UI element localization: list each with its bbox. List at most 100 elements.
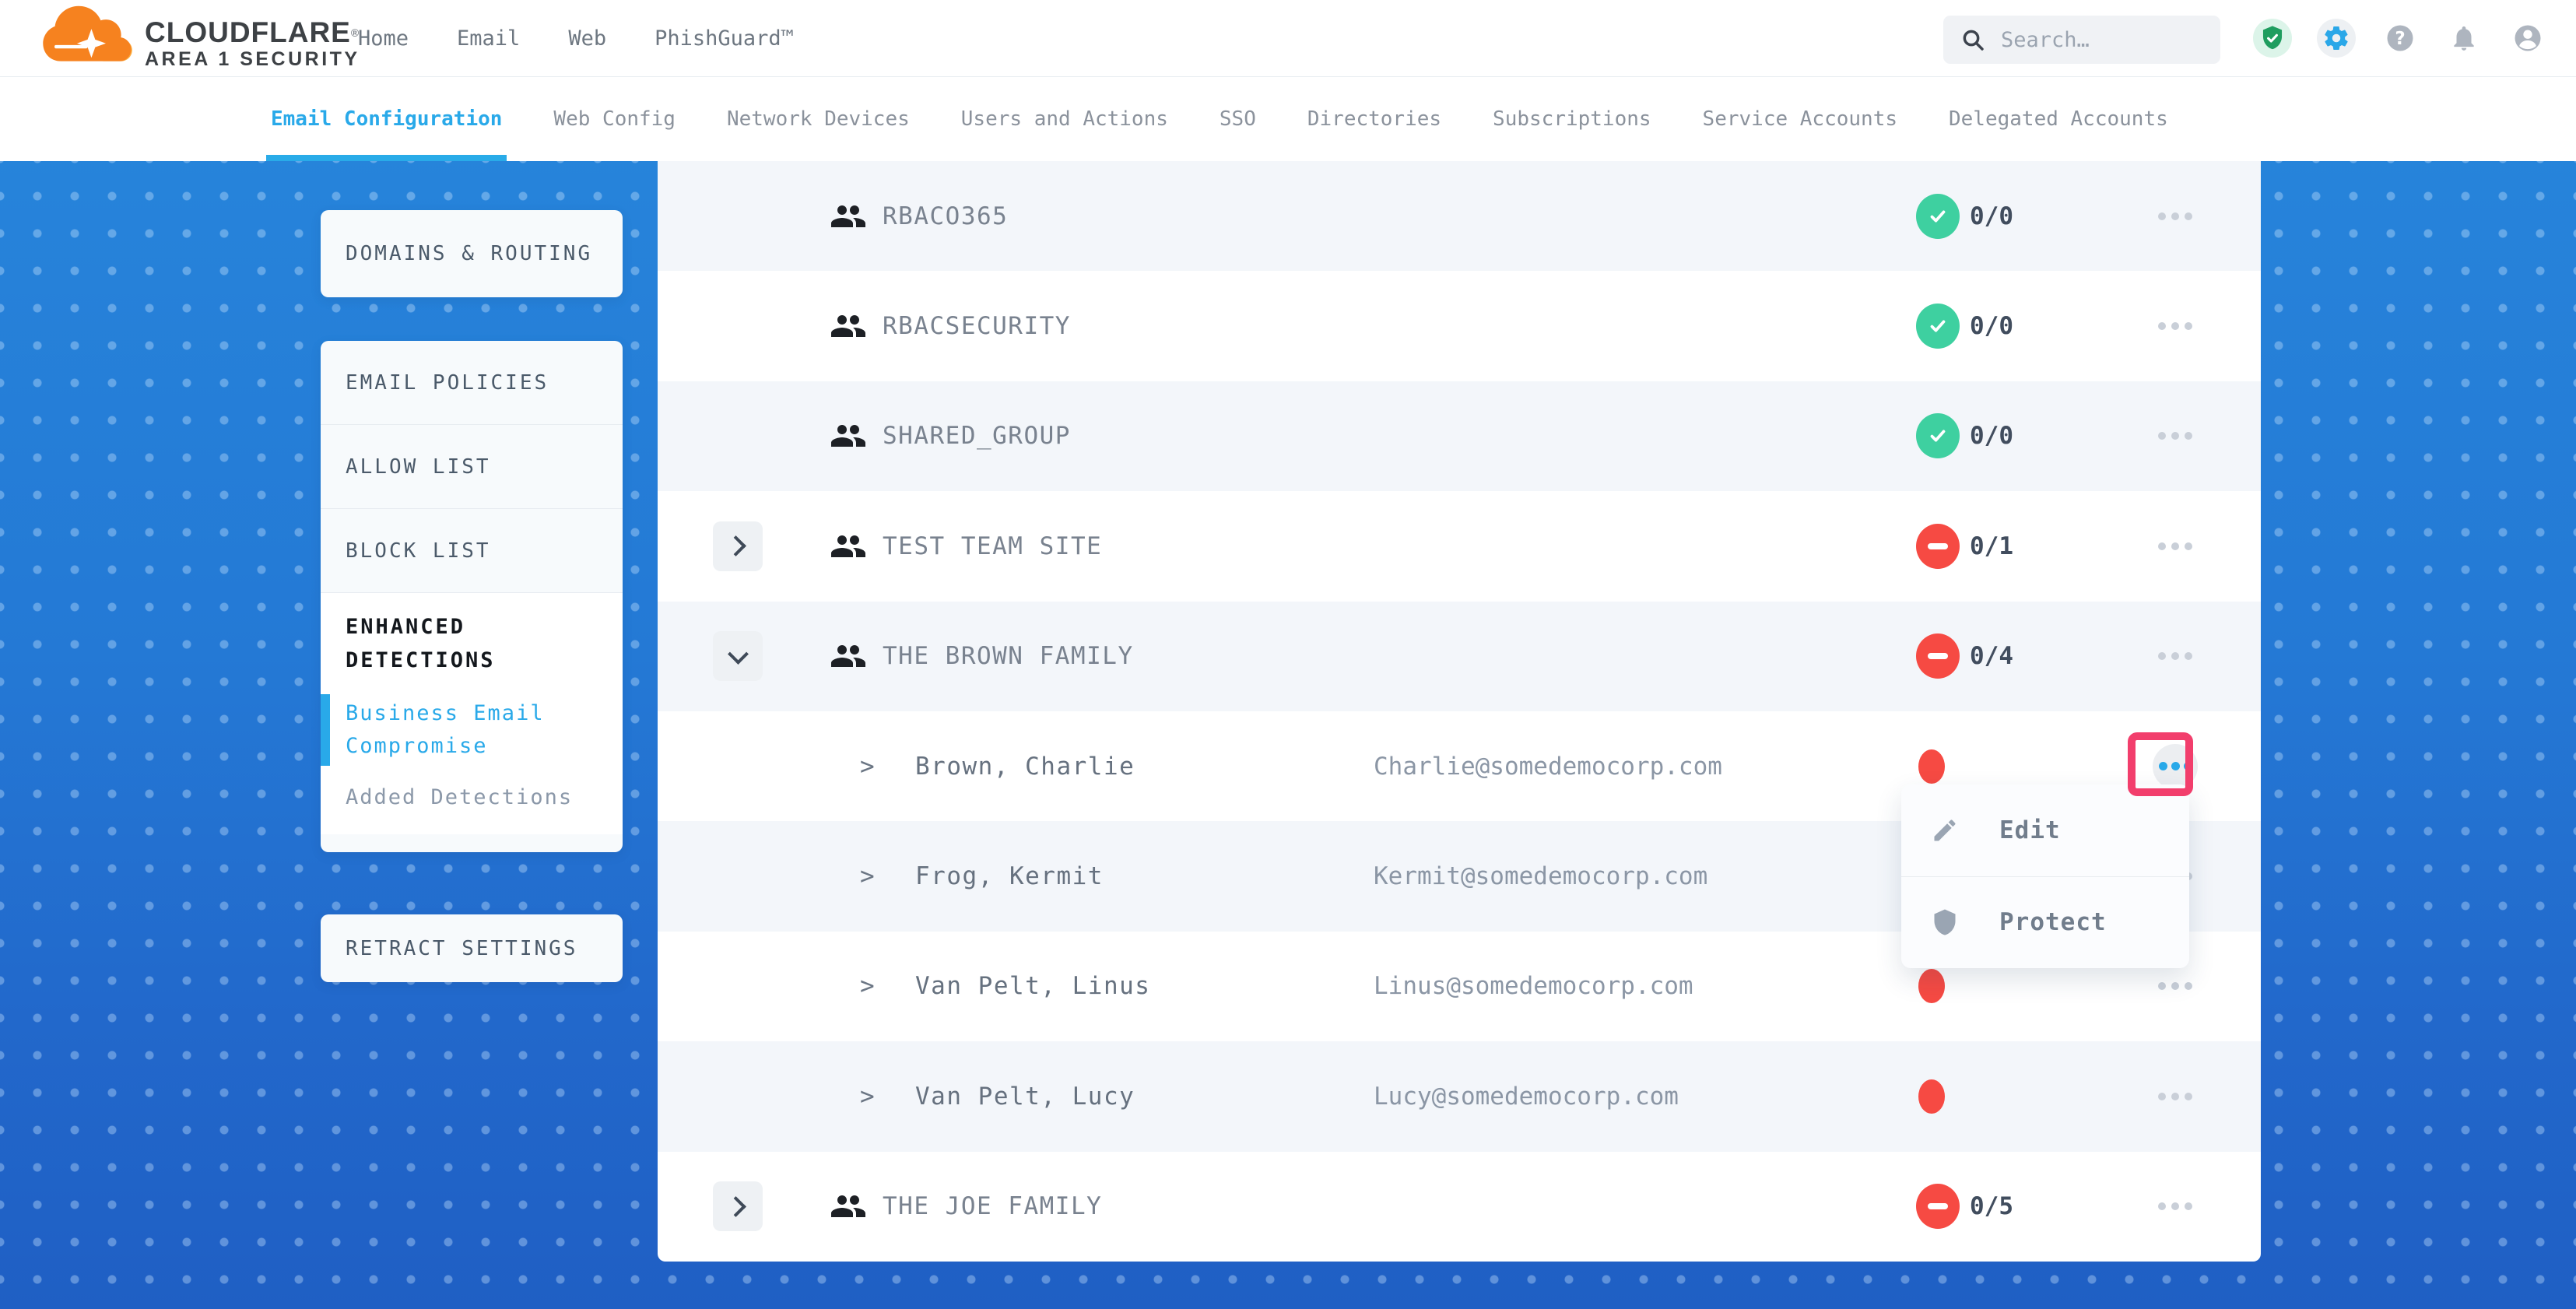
chevron-right-icon bbox=[725, 535, 746, 557]
member-email: Lucy@somedemocorp.com bbox=[1374, 1082, 1679, 1111]
group-name: THE BROWN FAMILY bbox=[883, 642, 1134, 671]
people-icon bbox=[831, 425, 865, 447]
shield-check-icon[interactable] bbox=[2253, 19, 2292, 58]
table-row: RBACO365 0/0 bbox=[658, 161, 2261, 272]
logo-registered-mark: ® bbox=[350, 26, 360, 39]
chevron-right-icon: > bbox=[860, 862, 875, 891]
unprotected-dot bbox=[1918, 969, 1945, 1004]
tab-delegated-accounts[interactable]: Delegated Accounts bbox=[1949, 107, 2168, 131]
row-actions-button-active[interactable] bbox=[2153, 743, 2198, 789]
nav-email[interactable]: Email bbox=[457, 26, 521, 51]
sidebar-item-email-policies[interactable]: EMAIL POLICIES bbox=[321, 341, 623, 425]
menu-item-protect[interactable]: Protect bbox=[1901, 876, 2189, 969]
sidebar-card-policies: EMAIL POLICIES ALLOW LIST BLOCK LIST ENH… bbox=[321, 341, 623, 852]
people-icon bbox=[831, 645, 865, 668]
people-icon bbox=[831, 315, 865, 338]
tab-subscriptions[interactable]: Subscriptions bbox=[1493, 107, 1651, 131]
row-actions-button[interactable] bbox=[2146, 963, 2205, 1009]
protected-count: 0/5 bbox=[1970, 1192, 2013, 1221]
table-row: SHARED_GROUP 0/0 bbox=[658, 381, 2261, 492]
app-header: CLOUDFLARE® AREA 1 SECURITY Home Email W… bbox=[0, 0, 2576, 77]
sidebar-card-retract-settings[interactable]: RETRACT SETTINGS bbox=[321, 914, 623, 982]
status-blocked-icon bbox=[1916, 633, 1960, 679]
collapse-row-button[interactable] bbox=[713, 631, 763, 682]
status-ok-icon bbox=[1916, 304, 1960, 349]
sidebar-item-added-detections[interactable]: Added Detections bbox=[346, 785, 574, 809]
table-row: > Van Pelt, Linus Linus@somedemocorp.com bbox=[658, 932, 2261, 1041]
expand-row-button[interactable] bbox=[713, 521, 763, 571]
unprotected-dot bbox=[1918, 749, 1945, 784]
chevron-right-icon: > bbox=[860, 972, 875, 1001]
menu-item-edit[interactable]: Edit bbox=[1901, 784, 2189, 876]
sidebar-item-block-list[interactable]: BLOCK LIST bbox=[321, 509, 623, 593]
unprotected-dot bbox=[1918, 1079, 1945, 1114]
logo-brand: CLOUDFLARE® bbox=[145, 16, 360, 48]
protected-count: 0/1 bbox=[1970, 532, 2013, 560]
bell-icon[interactable] bbox=[2444, 19, 2483, 58]
status-ok-icon bbox=[1916, 193, 1960, 239]
sidebar-section-enhanced-detections: ENHANCED DETECTIONS Business Email Compr… bbox=[321, 593, 623, 834]
row-actions-button[interactable] bbox=[2146, 303, 2205, 349]
shield-icon bbox=[1934, 909, 1956, 935]
protected-count: 0/4 bbox=[1970, 642, 2013, 671]
group-name: SHARED_GROUP bbox=[883, 422, 1071, 451]
protected-count: 0/0 bbox=[1970, 422, 2013, 451]
header-icon-group: ? bbox=[2253, 0, 2547, 76]
sidebar-item-business-email-compromise[interactable]: Business Email Compromise bbox=[321, 694, 623, 766]
help-icon[interactable]: ? bbox=[2381, 19, 2420, 58]
member-name: Van Pelt, Lucy bbox=[915, 1082, 1135, 1111]
row-actions-button[interactable] bbox=[2146, 523, 2205, 570]
group-name: THE JOE FAMILY bbox=[883, 1192, 1103, 1221]
nav-phishguard[interactable]: PhishGuard™ bbox=[655, 26, 794, 51]
nav-home[interactable]: Home bbox=[358, 26, 409, 51]
tab-directories[interactable]: Directories bbox=[1307, 107, 1442, 131]
member-email: Linus@somedemocorp.com bbox=[1374, 972, 1693, 1001]
tab-service-accounts[interactable]: Service Accounts bbox=[1702, 107, 1897, 131]
table-row: TEST TEAM SITE 0/1 bbox=[658, 491, 2261, 601]
group-name: RBACO365 bbox=[883, 202, 1009, 230]
svg-text:?: ? bbox=[2395, 29, 2405, 49]
status-blocked-icon bbox=[1916, 1184, 1960, 1230]
chevron-right-icon: > bbox=[860, 752, 875, 781]
tab-web-config[interactable]: Web Config bbox=[553, 107, 676, 131]
table-row: THE JOE FAMILY 0/5 bbox=[658, 1152, 2261, 1262]
section-tabbar: Email Configuration Web Config Network D… bbox=[0, 76, 2576, 161]
table-row: THE BROWN FAMILY 0/4 bbox=[658, 601, 2261, 711]
sidebar-item-enhanced-detections[interactable]: ENHANCED DETECTIONS bbox=[346, 615, 496, 672]
row-actions-button[interactable] bbox=[2146, 1183, 2205, 1230]
pencil-icon bbox=[1934, 819, 1956, 841]
member-name: Frog, Kermit bbox=[915, 862, 1104, 891]
cloudflare-logo: CLOUDFLARE® AREA 1 SECURITY bbox=[40, 5, 360, 72]
nav-web[interactable]: Web bbox=[568, 26, 607, 51]
tab-sso[interactable]: SSO bbox=[1219, 107, 1256, 131]
row-actions-button[interactable] bbox=[2146, 633, 2205, 679]
gear-icon[interactable] bbox=[2317, 19, 2356, 58]
tab-email-configuration[interactable]: Email Configuration bbox=[265, 76, 507, 161]
group-name: RBACSECURITY bbox=[883, 312, 1071, 341]
search-box[interactable] bbox=[1943, 16, 2220, 64]
expand-row-button[interactable] bbox=[713, 1181, 763, 1232]
sidebar-item-retract-settings: RETRACT SETTINGS bbox=[346, 936, 578, 960]
status-blocked-icon bbox=[1916, 523, 1960, 569]
tab-users-and-actions[interactable]: Users and Actions bbox=[960, 107, 1168, 131]
tab-network-devices[interactable]: Network Devices bbox=[726, 107, 910, 131]
row-actions-button[interactable] bbox=[2146, 1073, 2205, 1120]
table-row: > Van Pelt, Lucy Lucy@somedemocorp.com bbox=[658, 1041, 2261, 1152]
user-avatar-icon[interactable] bbox=[2508, 19, 2547, 58]
chevron-right-icon bbox=[725, 1195, 746, 1217]
logo-subtitle: AREA 1 SECURITY bbox=[145, 48, 360, 70]
row-actions-button[interactable] bbox=[2146, 193, 2205, 240]
sidebar-item-domains-routing: DOMAINS & ROUTING bbox=[346, 242, 593, 265]
top-navigation: Home Email Web PhishGuard™ bbox=[358, 0, 794, 76]
member-name: Brown, Charlie bbox=[915, 752, 1135, 781]
directory-groups-table: RBACO365 0/0 RBACSECURITY 0/0 SHARED_GRO… bbox=[658, 161, 2261, 1262]
people-icon bbox=[831, 1195, 865, 1218]
sidebar-item-allow-list[interactable]: ALLOW LIST bbox=[321, 425, 623, 509]
table-row: RBACSECURITY 0/0 bbox=[658, 271, 2261, 381]
sidebar-card-domains-routing[interactable]: DOMAINS & ROUTING bbox=[321, 210, 623, 297]
people-icon bbox=[831, 205, 865, 227]
row-actions-button[interactable] bbox=[2146, 412, 2205, 459]
member-email: Charlie@somedemocorp.com bbox=[1374, 752, 1722, 781]
search-input[interactable] bbox=[1999, 26, 2189, 53]
